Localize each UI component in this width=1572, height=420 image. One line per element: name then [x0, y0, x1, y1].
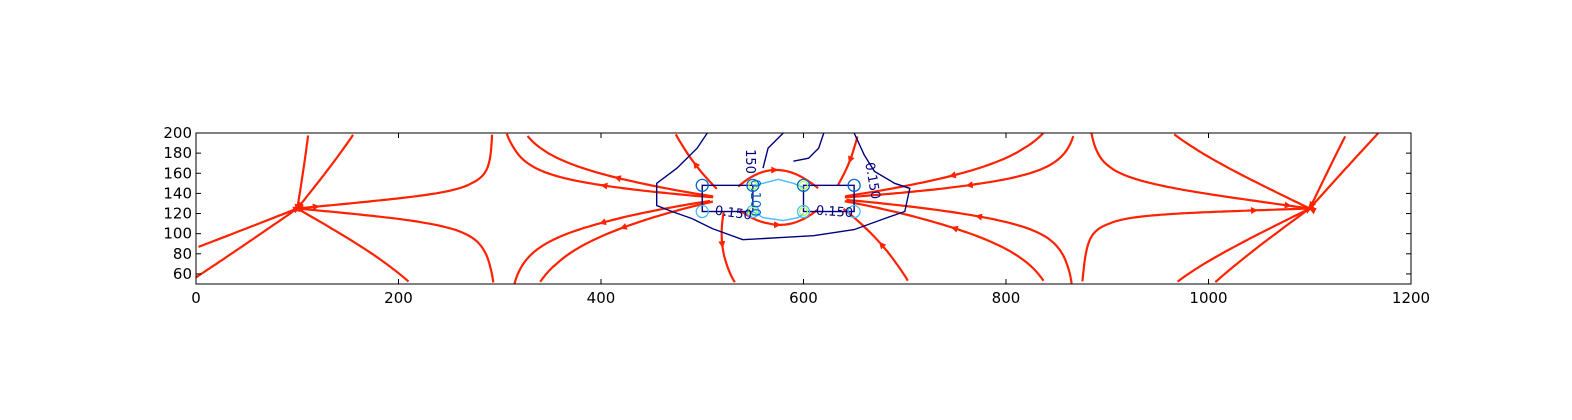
- streamline-11: [674, 133, 718, 190]
- x-tick-label-400: 400: [587, 289, 616, 307]
- streamline-arrow-27: [1307, 203, 1315, 211]
- streamline-7: [505, 133, 714, 199]
- streamline-arrow-18: [965, 181, 974, 189]
- streamline-arrow-22: [1284, 201, 1292, 209]
- streamline-arrow-6: [312, 203, 320, 211]
- streamline-8: [539, 200, 714, 283]
- contour-corner-7: [847, 204, 861, 219]
- y-tick-label-140: 140: [163, 184, 192, 202]
- streamline-22: [1090, 133, 1312, 210]
- streamline-3: [296, 134, 355, 210]
- contour-outer: [656, 133, 911, 241]
- streamline-6: [295, 134, 494, 210]
- y-tick-label-200: 200: [163, 124, 192, 142]
- streamline-arrow-17: [950, 225, 959, 233]
- streamline-arrow-16: [879, 241, 887, 250]
- contour-corner-1: [695, 204, 709, 219]
- streamline-arrow-11: [693, 161, 701, 170]
- streamline-19: [845, 133, 1044, 198]
- streamline-arrow-9: [599, 218, 607, 226]
- right-electrode: [802, 184, 855, 213]
- contour-outer-branch-right: [793, 133, 825, 162]
- streamline-arrow-12: [718, 240, 726, 249]
- x-tick-label-0: 0: [191, 289, 201, 307]
- y-axis: 60 80 100 120 140 160 180 200: [163, 124, 1411, 283]
- contour-corner-3: [746, 204, 760, 219]
- contour-corner-2: [746, 178, 760, 192]
- contour-label-4: 0.150: [861, 161, 882, 200]
- streamline-21: [1081, 207, 1311, 282]
- contour-outer-branch-left: [762, 133, 784, 169]
- y-tick-label-120: 120: [163, 205, 192, 223]
- streamline-arrow-3: [297, 201, 304, 209]
- streamline-9: [513, 199, 711, 284]
- contour-corner-small-5: [798, 206, 809, 217]
- streamline-20: [846, 198, 1073, 284]
- streamline-24: [1214, 206, 1312, 284]
- y-tick-label-100: 100: [163, 225, 192, 243]
- streamline-12: [720, 212, 736, 283]
- streamline-17: [844, 200, 1045, 282]
- y-tick-label-160: 160: [163, 164, 192, 182]
- streamlines: [196, 133, 1379, 284]
- x-tick-label-800: 800: [992, 289, 1021, 307]
- contour-corner-0: [695, 178, 709, 192]
- streamline-26: [1308, 135, 1347, 210]
- streamline-arrow-13: [774, 221, 782, 229]
- contour-inner-top: [752, 178, 804, 189]
- streamline-15: [837, 136, 859, 186]
- streamline-arrow-20: [975, 213, 983, 221]
- streamline-arrow-14: [771, 166, 779, 174]
- streamline-4: [296, 207, 410, 283]
- contour-corner-small-2: [748, 180, 758, 190]
- x-tick-label-1200: 1200: [1392, 289, 1430, 307]
- streamline-2: [295, 135, 310, 212]
- contour-corner-small-4: [798, 180, 809, 190]
- streamline-arrow-7: [600, 182, 608, 190]
- x-tick-label-1000: 1000: [1189, 289, 1227, 307]
- y-tick-label-60: 60: [173, 265, 192, 283]
- streamline-arrow-10: [613, 175, 622, 183]
- streamline-25: [1176, 206, 1313, 283]
- contour-label-1: 0.150: [815, 204, 853, 222]
- streamline-arrow-8: [619, 223, 628, 230]
- contour-corner-6: [847, 178, 861, 192]
- contour-corner-4: [796, 178, 811, 192]
- contour-corner-small-3: [748, 206, 758, 217]
- streamline-arrow-21: [1250, 206, 1258, 214]
- x-tick-label-200: 200: [384, 289, 413, 307]
- contour-label-2: 150: [742, 149, 757, 174]
- streamline-16: [842, 208, 909, 282]
- x-axis: 0 200 400 600 800 1000 1200: [191, 133, 1430, 307]
- x-tick-label-600: 600: [789, 289, 818, 307]
- contour-label-3: 0.100: [747, 179, 762, 216]
- y-tick-label-180: 180: [163, 144, 192, 162]
- streamline-27: [1306, 133, 1379, 212]
- streamline-arrow-15: [848, 155, 855, 164]
- left-electrode: [701, 184, 754, 213]
- contour-lines: [656, 133, 911, 241]
- streamline-arrow-19: [948, 171, 957, 179]
- contour-corner-5: [796, 204, 811, 219]
- y-tick-label-80: 80: [173, 245, 192, 263]
- contour-label-0: 0.150: [714, 204, 753, 224]
